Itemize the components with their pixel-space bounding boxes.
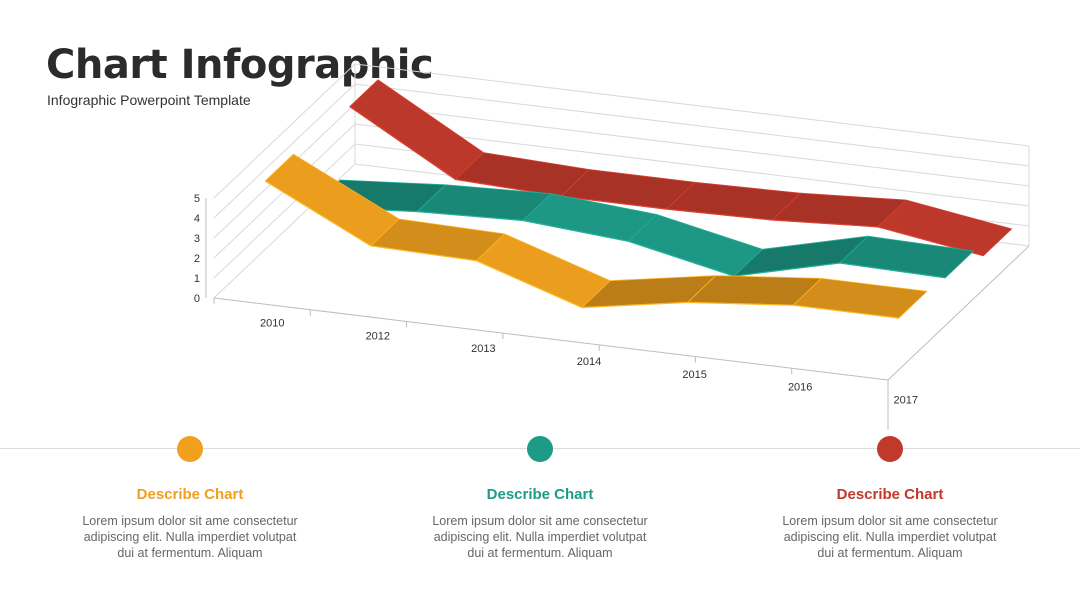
card-title: Describe Chart [836, 486, 944, 503]
ribbon-edge [311, 206, 946, 279]
card-dot-red [877, 436, 903, 462]
ribbon-series-1 [349, 79, 1012, 257]
floor-edge [887, 245, 1030, 381]
ribbon-series-2 [311, 179, 974, 279]
category-axis [213, 297, 889, 381]
card-text: Lorem ipsum dolor sit ame consectetur ad… [82, 514, 298, 560]
ribbon-edge [264, 180, 899, 319]
ribbon-chart: 0 1 2 3 4 5 2010 2012 2013 2014 2015 2016 2017 [194, 63, 1030, 430]
describe-card-3: Describe Chart Lorem ipsum dolor sit ame… [760, 436, 1020, 561]
y-tick-label: 1 [194, 273, 200, 285]
x-tick-label: 2015 [682, 369, 706, 381]
page-title: Chart Infographic [46, 42, 434, 88]
x-tick-label: 2017 [894, 395, 918, 407]
y-tick-label: 0 [194, 293, 200, 305]
x-tick-label: 2014 [577, 356, 601, 368]
x-tick-label: 2013 [471, 343, 495, 355]
x-tick-label: 2016 [788, 382, 812, 394]
card-text: Lorem ipsum dolor sit ame consectetur ad… [432, 514, 648, 560]
ribbon-series-3 [264, 153, 928, 319]
x-tick-label: 2010 [260, 317, 284, 329]
ribbon-edge [349, 106, 984, 257]
card-title: Describe Chart [136, 486, 244, 503]
describe-card-1: Describe Chart Lorem ipsum dolor sit ame… [60, 436, 320, 561]
x-tick-label: 2012 [366, 330, 390, 342]
y-tick-label: 5 [194, 193, 200, 205]
ribbon-segment [628, 214, 763, 277]
describe-card-2: Describe Chart Lorem ipsum dolor sit ame… [410, 436, 670, 561]
ribbon-segment [349, 79, 485, 180]
page-subtitle: Infographic Powerpoint Template [47, 92, 251, 108]
y-tick-label: 2 [194, 253, 200, 265]
card-title: Describe Chart [486, 486, 594, 503]
y-tick-label: 4 [194, 213, 200, 225]
card-dot-orange [177, 436, 203, 462]
card-dot-teal [527, 436, 553, 462]
card-text: Lorem ipsum dolor sit ame consectetur ad… [782, 514, 998, 560]
ribbon-segment [475, 233, 611, 308]
y-tick-label: 3 [194, 233, 200, 245]
